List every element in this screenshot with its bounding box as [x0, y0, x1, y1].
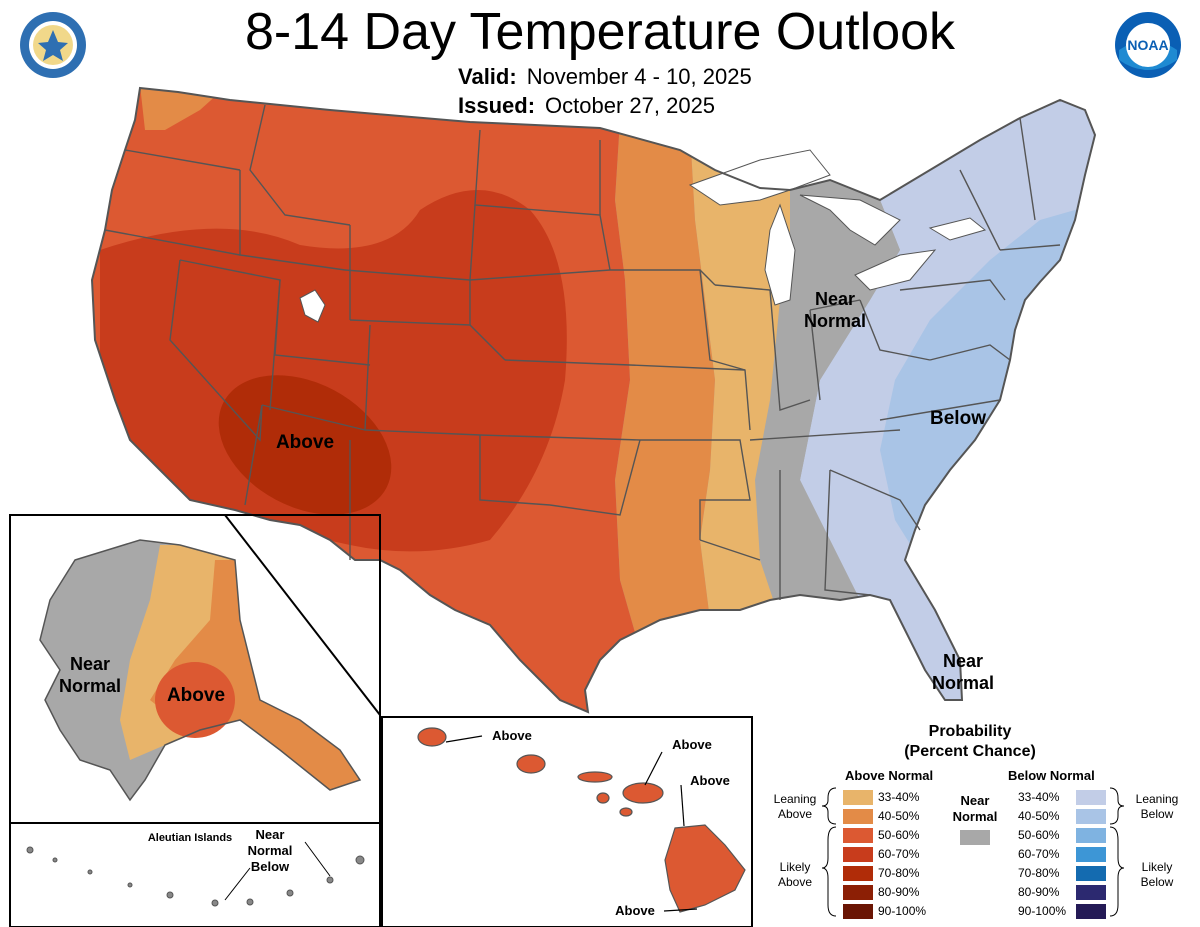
noaa-logo-icon: NOAA: [1115, 12, 1181, 78]
conus-near-normal-label: Near Normal: [803, 289, 866, 331]
alaska-above-label: Above: [166, 685, 226, 706]
likely-below-label: Likely Below: [1140, 860, 1174, 889]
florida-near-normal-label: Near Normal: [931, 651, 994, 693]
above-swatch-label: 90-100%: [878, 904, 927, 918]
aleutian-title-label: Aleutian Islands: [147, 832, 233, 844]
commerce-seal-icon: [20, 12, 86, 78]
alaska-inset: [9, 514, 381, 927]
above-swatch: [843, 847, 873, 862]
below-swatch-label: 40-50%: [1018, 809, 1060, 823]
issued-value: October 27, 2025: [545, 93, 716, 118]
below-swatch-label: 50-60%: [1018, 828, 1060, 842]
above-swatch: [843, 885, 873, 900]
legend-title-line2: (Percent Chance): [904, 743, 1036, 760]
below-swatch-label: 80-90%: [1018, 885, 1060, 899]
above-swatch: [843, 904, 873, 919]
above-swatch-label: 33-40%: [878, 790, 920, 804]
leaning-above-label: Leaning Above: [773, 792, 817, 821]
above-swatch: [843, 866, 873, 881]
below-normal-header: Below Normal: [1008, 768, 1095, 783]
issued-line: Issued: October 27, 2025: [458, 93, 715, 119]
valid-label: Valid:: [458, 64, 517, 89]
below-swatch: [1076, 885, 1106, 900]
issued-label: Issued:: [458, 93, 536, 118]
hawaii-above-label-4: Above: [615, 903, 655, 918]
great-lakes: [299, 149, 987, 323]
conus-below-label: Below: [930, 408, 986, 429]
above-swatch-label: 60-70%: [878, 847, 920, 861]
hawaii-above-label-1: Above: [492, 728, 532, 743]
hawaii-inset: [381, 716, 753, 927]
below-swatch: [1076, 790, 1106, 805]
above-swatch: [843, 809, 873, 824]
above-normal-header: Above Normal: [845, 768, 934, 783]
hawaii-above-label-3: Above: [690, 773, 730, 788]
above-swatch-label: 40-50%: [878, 809, 920, 823]
state-borders: [90, 86, 1097, 714]
valid-value: November 4 - 10, 2025: [526, 64, 752, 89]
page-title: 8-14 Day Temperature Outlook: [244, 3, 956, 61]
above-swatch: [843, 828, 873, 843]
above-swatch: [843, 790, 873, 805]
legend-title: Probability (Percent Chance): [880, 722, 1060, 762]
below-swatch-label: 70-80%: [1018, 866, 1060, 880]
alaska-near-normal-label: Near Normal: [58, 654, 121, 696]
below-swatch-label: 90-100%: [1018, 904, 1067, 918]
near-normal-legend-label: Near Normal: [952, 793, 998, 824]
above-swatch-label: 50-60%: [878, 828, 920, 842]
below-swatch: [1076, 847, 1106, 862]
below-swatch: [1076, 809, 1106, 824]
valid-line: Valid: November 4 - 10, 2025: [458, 64, 752, 90]
legend-title-line1: Probability: [928, 723, 1012, 740]
below-swatch: [1076, 904, 1106, 919]
conus-above-label: Above: [275, 432, 335, 453]
below-swatch: [1076, 866, 1106, 881]
near-normal-swatch: [960, 830, 990, 845]
above-swatch-label: 80-90%: [878, 885, 920, 899]
leaning-below-label: Leaning Below: [1135, 792, 1179, 821]
hawaii-above-label-2: Above: [672, 737, 712, 752]
aleutian-near-normal-below-label: Near Normal Below: [247, 827, 293, 874]
below-swatch-label: 33-40%: [1018, 790, 1060, 804]
below-swatch: [1076, 828, 1106, 843]
above-swatch-label: 70-80%: [878, 866, 920, 880]
noaa-logo-text: NOAA: [1127, 37, 1168, 53]
below-swatch-label: 60-70%: [1018, 847, 1060, 861]
likely-above-label: Likely Above: [777, 860, 813, 889]
